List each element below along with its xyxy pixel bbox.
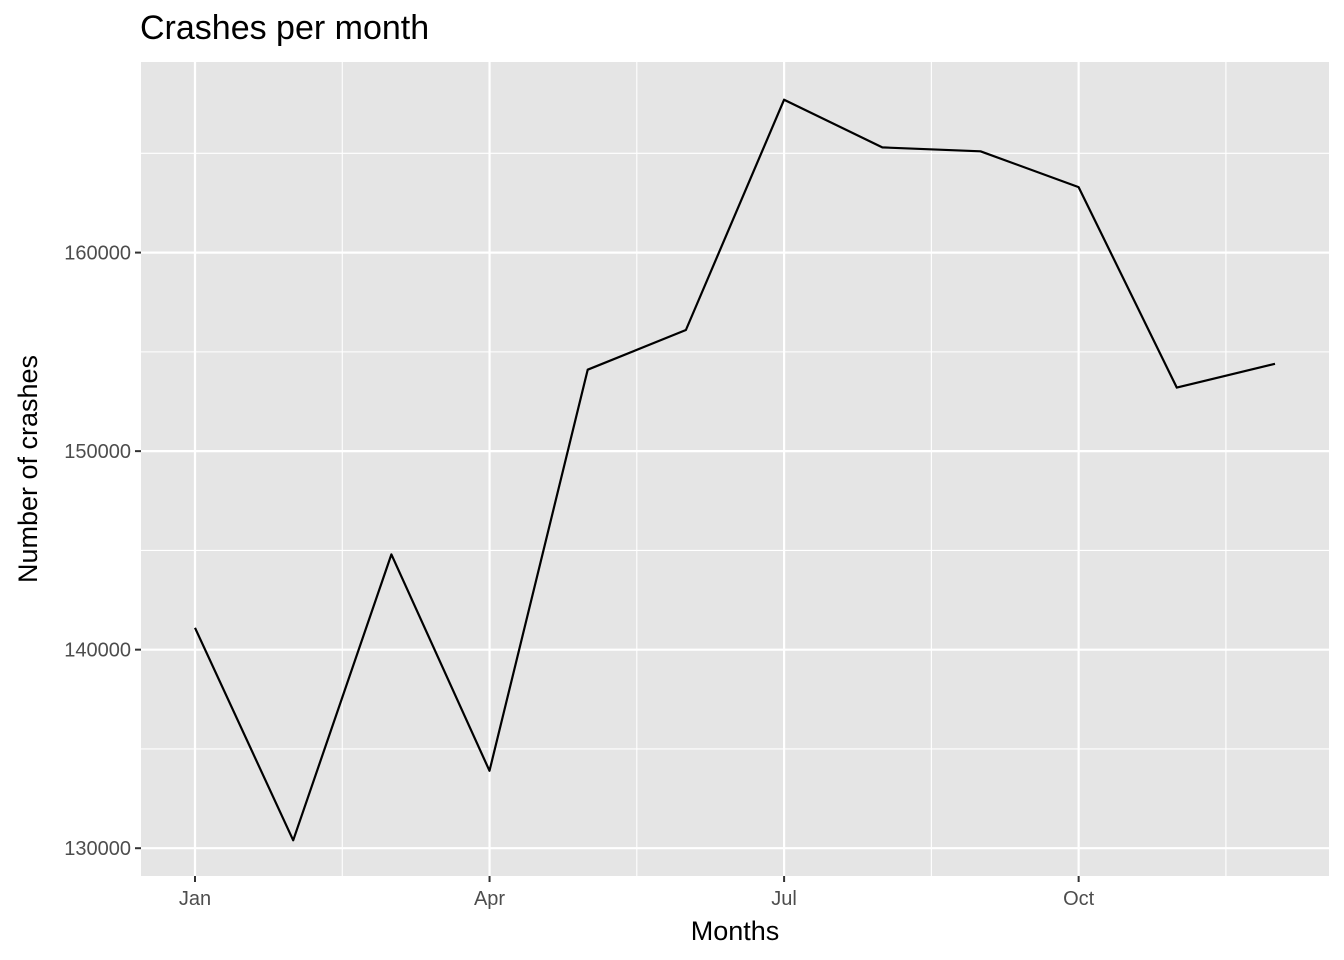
y-tick-label: 140000 <box>64 640 131 662</box>
x-tick-label: Apr <box>474 888 505 910</box>
plot-panel <box>141 62 1329 876</box>
y-tick-label: 160000 <box>64 243 131 265</box>
x-tick-label: Jul <box>771 888 797 910</box>
major-gridlines <box>141 62 1329 876</box>
x-axis-label: Months <box>691 916 780 946</box>
y-axis-label: Number of crashes <box>13 355 43 583</box>
series-line <box>194 98 1276 842</box>
y-tick-label: 150000 <box>64 441 131 463</box>
x-tick-label: Oct <box>1063 888 1095 910</box>
y-tick-label: 130000 <box>64 838 131 860</box>
x-axis: Jan Apr Jul Oct <box>179 876 1095 910</box>
minor-gridlines <box>141 62 1329 876</box>
x-tick-label: Jan <box>179 888 211 910</box>
chart-title: Crashes per month <box>140 9 429 47</box>
y-axis: 130000 140000 150000 160000 <box>64 243 141 860</box>
